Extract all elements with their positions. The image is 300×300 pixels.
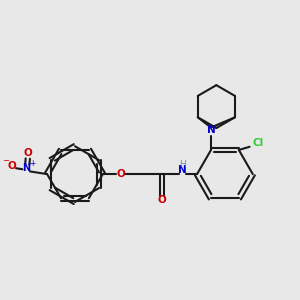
Text: O: O — [116, 169, 125, 179]
Text: O: O — [8, 161, 16, 171]
Text: O: O — [158, 195, 167, 205]
Text: N: N — [178, 165, 186, 176]
Text: Cl: Cl — [253, 138, 264, 148]
Text: N: N — [207, 125, 215, 135]
Text: O: O — [23, 148, 32, 158]
Text: +: + — [29, 159, 35, 168]
Text: −: − — [2, 156, 9, 165]
Text: H: H — [179, 160, 185, 169]
Text: N: N — [22, 163, 30, 173]
